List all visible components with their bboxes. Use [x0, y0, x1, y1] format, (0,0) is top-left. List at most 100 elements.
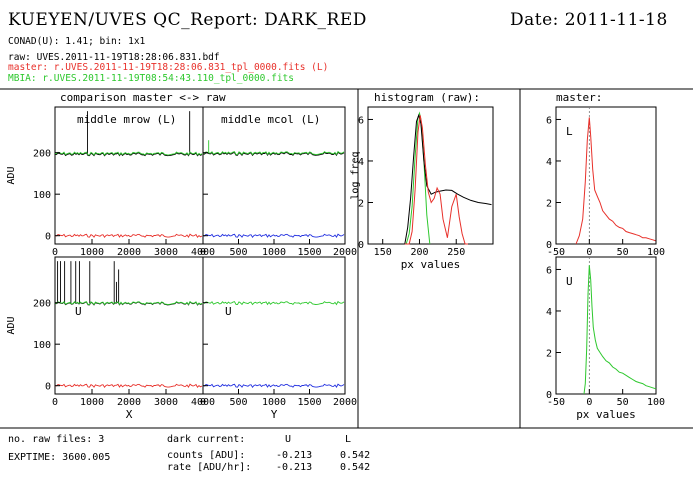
- raw-files-count: no. raw files: 3: [8, 434, 105, 445]
- xtick-label-col_L-1000: 1000: [262, 247, 286, 258]
- series-col_L-mcol: [202, 233, 345, 238]
- xlabel-col_U: Y: [271, 408, 278, 421]
- series-row_L-mbia: [54, 151, 203, 156]
- histogram-ylabel: log freq: [350, 151, 361, 199]
- xtick-label-col_U-1000: 1000: [262, 397, 286, 408]
- ylabel-row_L: ADU: [6, 166, 17, 184]
- histogram-xlabel: px values: [401, 258, 461, 271]
- mbia-file-line: MBIA: r.UVES.2011-11-19T08:54:43.110_tpl…: [8, 73, 294, 84]
- histogram-title: histogram (raw):: [374, 91, 480, 104]
- series-col_U-mbia: [202, 300, 345, 306]
- ytick-label-row_L-0: 0: [45, 232, 51, 243]
- m-xtick-label-U-50: 50: [617, 397, 629, 408]
- comparison-title: comparison master <-> raw: [60, 91, 226, 104]
- dark-current-col-u: U: [285, 434, 292, 445]
- xlabel-row_U: X: [126, 408, 133, 421]
- counts-l-value: 0.542: [340, 450, 371, 461]
- xtick-label-row_L-0: 0: [52, 247, 58, 258]
- series-col_L-mbia: [202, 150, 345, 156]
- master-panel-label-U: U: [566, 275, 573, 288]
- xtick-label-row_U-4000: 4000: [191, 397, 215, 408]
- panel-label-row_U: U: [75, 305, 82, 318]
- hist-xtick-label-250: 250: [447, 247, 465, 258]
- rate-u-value: -0.213: [276, 462, 313, 473]
- master-series-U: [583, 265, 657, 395]
- series-col_L-raw: [202, 151, 345, 157]
- hist-ytick-label-6: 6: [358, 115, 364, 126]
- m-xtick-label-U-100: 100: [647, 397, 665, 408]
- master-panel-label-L: L: [566, 125, 573, 138]
- series-row_L-master: [54, 233, 203, 238]
- m-xtick-label-L-0: 0: [586, 247, 592, 258]
- master-panel-U-frame: [555, 256, 657, 395]
- panel-label-col_U: U: [225, 305, 232, 318]
- xtick-label-row_L-1000: 1000: [80, 247, 104, 258]
- ylabel-row_U: ADU: [6, 316, 17, 334]
- m-xtick-label-U-0: 0: [586, 397, 592, 408]
- panel-col_U-frame: [202, 256, 346, 395]
- histogram-series-raw: [404, 113, 492, 245]
- xtick-label-row_U-2000: 2000: [117, 397, 141, 408]
- xtick-label-col_L-0: 0: [200, 247, 206, 258]
- rate-label: rate [ADU/hr]:: [167, 462, 252, 473]
- ytick-label-row_U-0: 0: [45, 382, 51, 393]
- m-ytick-label-U-2: 2: [546, 348, 552, 359]
- xtick-label-col_L-2000: 2000: [333, 247, 357, 258]
- ytick-label-row_L-100: 100: [33, 190, 51, 201]
- xtick-label-row_U-0: 0: [52, 397, 58, 408]
- m-xtick-label-L--50: -50: [547, 247, 565, 258]
- m-ytick-label-U-4: 4: [546, 307, 552, 318]
- panel-label-col_L: middle mcol (L): [221, 113, 320, 126]
- raw-histogram-chart: histogram (raw): 150 200 250 0 2 4 6 px values lo…: [350, 91, 494, 271]
- dark-current-label: dark current:: [167, 434, 246, 445]
- hist-ytick-label-4: 4: [358, 157, 364, 168]
- ytick-label-row_U-100: 100: [33, 340, 51, 351]
- m-ytick-label-L-2: 2: [546, 198, 552, 209]
- series-row_U-mbia: [54, 300, 203, 306]
- panel-row_U-frame: [54, 256, 204, 395]
- hist-xtick-label-200: 200: [410, 247, 428, 258]
- series-row_U-master: [54, 383, 203, 388]
- histogram-frame: [367, 106, 494, 245]
- xtick-label-row_L-2000: 2000: [117, 247, 141, 258]
- xtick-label-col_U-0: 0: [200, 397, 206, 408]
- master-series-L: [575, 117, 657, 245]
- m-ytick-label-U-6: 6: [546, 265, 552, 276]
- report-title: KUEYEN/UVES QC_Report: DARK_RED: [8, 10, 367, 30]
- hist-xtick-label-150: 150: [374, 247, 392, 258]
- master-hist-title: master:: [556, 91, 602, 104]
- xtick-label-row_L-3000: 3000: [154, 247, 178, 258]
- series-row_L-raw: [54, 152, 203, 157]
- m-ytick-label-L-0: 0: [546, 240, 552, 251]
- xtick-label-row_L-4000: 4000: [191, 247, 215, 258]
- conad-line: CONAD(U): 1.41; bin: 1x1: [8, 36, 146, 47]
- xtick-label-col_U-2000: 2000: [333, 397, 357, 408]
- ytick-label-row_U-200: 200: [33, 299, 51, 310]
- rate-l-value: 0.542: [340, 462, 371, 473]
- dark-current-col-l: L: [345, 434, 352, 445]
- exptime: EXPTIME: 3600.005: [8, 452, 111, 463]
- master-file-line: master: r.UVES.2011-11-19T18:28:06.831_t…: [8, 62, 329, 73]
- counts-u-value: -0.213: [276, 450, 313, 461]
- master-panel-L-frame: [555, 106, 657, 245]
- xtick-label-row_U-1000: 1000: [80, 397, 104, 408]
- m-ytick-label-L-6: 6: [546, 115, 552, 126]
- master-hist-xlabel: px values: [576, 408, 636, 421]
- panel-col_L-frame: [202, 106, 346, 245]
- hist-ytick-label-2: 2: [358, 198, 364, 209]
- series-col_U-mcol: [202, 383, 345, 388]
- m-xtick-label-L-100: 100: [647, 247, 665, 258]
- ytick-label-row_L-200: 200: [33, 149, 51, 160]
- xtick-label-col_L-500: 500: [229, 247, 247, 258]
- m-ytick-label-U-0: 0: [546, 390, 552, 401]
- m-xtick-label-L-50: 50: [617, 247, 629, 258]
- m-xtick-label-U--50: -50: [547, 397, 565, 408]
- report-date: Date: 2011-11-18: [510, 10, 668, 30]
- xtick-label-col_L-1500: 1500: [297, 247, 321, 258]
- hist-ytick-label-0: 0: [358, 240, 364, 251]
- raw-file-line: raw: UVES.2011-11-19T18:28:06.831.bdf: [8, 52, 220, 63]
- xtick-label-col_U-1500: 1500: [297, 397, 321, 408]
